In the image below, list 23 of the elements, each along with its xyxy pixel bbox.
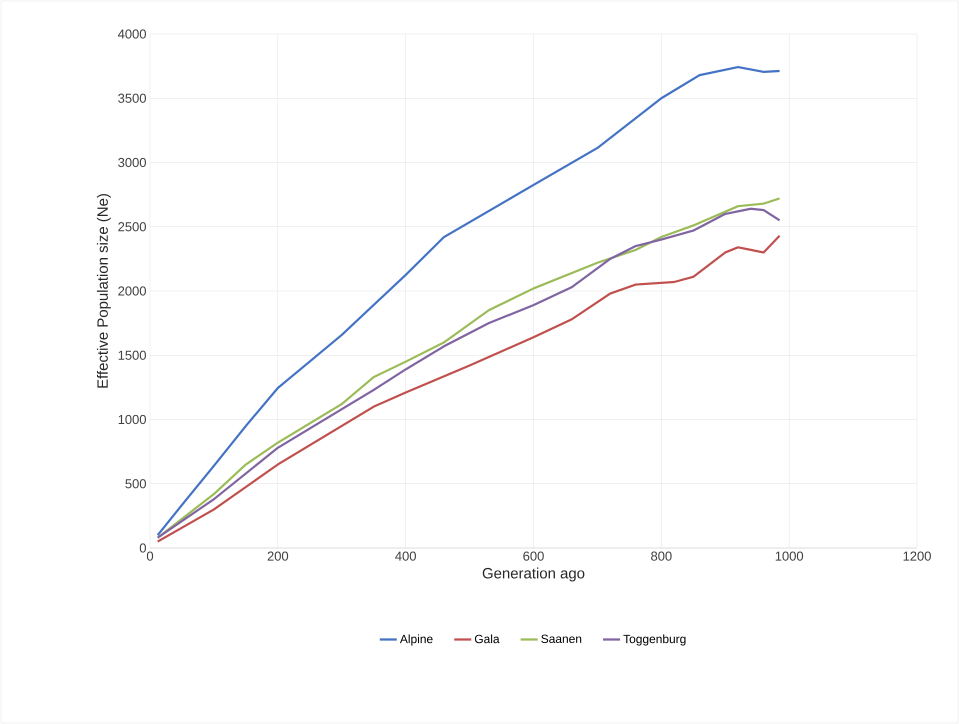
x-tick-label: 800 [651, 552, 672, 561]
legend-label: Saanen [541, 634, 582, 644]
line-series [156, 66, 781, 536]
x-tick-label: 1200 [904, 552, 931, 561]
y-tick-label: 500 [125, 479, 146, 488]
x-tick-label: 1000 [776, 552, 804, 561]
y-tick-label: 0 [140, 543, 146, 553]
legend-label: Gala [474, 634, 500, 644]
y-tick-label: 4000 [118, 29, 146, 39]
y-tick-label: 3500 [118, 94, 146, 103]
y-tick-label: 2000 [118, 286, 146, 296]
y-tick-label: 1000 [118, 414, 146, 424]
x-tick-label: 600 [523, 552, 544, 561]
y-tick-label: 3000 [118, 158, 146, 168]
legend-label: Toggenburg [623, 634, 686, 646]
x-axis-title: Generation ago [482, 568, 584, 582]
y-tick-label: 1500 [118, 350, 146, 360]
x-tick-label: 200 [268, 552, 288, 561]
y-axis-title: Effective Population size (Ne) [96, 194, 111, 388]
x-tick-label: 0 [146, 552, 154, 561]
y-tick-label: 2500 [118, 222, 146, 232]
legend-label: Alpine [400, 634, 433, 646]
x-tick-label: 400 [395, 552, 416, 561]
